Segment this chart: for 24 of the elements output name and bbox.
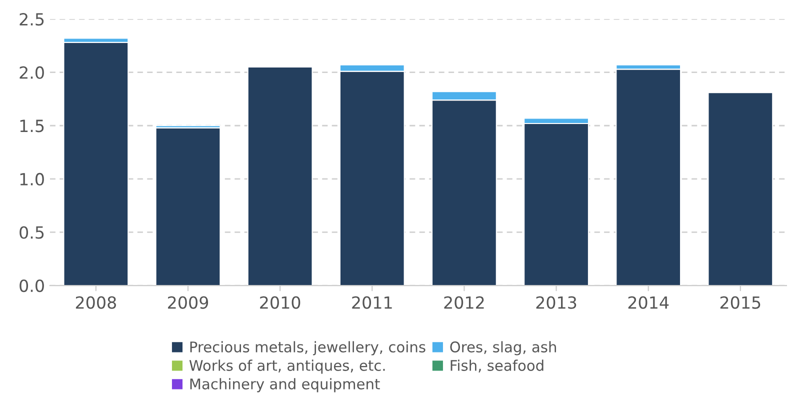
bar	[155, 127, 221, 286]
legend-label: Precious metals, jewellery, coins	[190, 341, 426, 356]
bar	[63, 42, 129, 286]
bar	[708, 92, 774, 286]
legend-label: Works of art, antiques, etc.	[189, 360, 385, 374]
y-tick-label: 0.0	[20, 279, 44, 292]
y-tick-label: 2.5	[20, 12, 44, 26]
x-tick-label: 2008	[76, 296, 116, 309]
x-tick-label: 2009	[168, 296, 208, 309]
x-tick-label: 2010	[260, 296, 300, 309]
y-tick-label: 1.0	[20, 172, 44, 186]
y-tick-label: 2.0	[20, 66, 44, 79]
x-tick-label: 2011	[352, 296, 392, 309]
bar	[247, 66, 313, 286]
legend-label: Machinery and equipment	[190, 378, 380, 392]
legend-label: Ores, slag, ash	[450, 341, 556, 356]
x-tick-label: 2013	[536, 296, 576, 309]
bar	[616, 68, 682, 286]
x-tick-label: 2015	[720, 296, 760, 309]
x-tick-label: 2014	[628, 296, 669, 309]
x-tick-label: 2012	[444, 296, 484, 309]
legend-label: Fish, seafood	[450, 360, 544, 372]
y-tick-label: 1.5	[20, 120, 44, 132]
y-tick-label: 0.5	[20, 226, 44, 239]
